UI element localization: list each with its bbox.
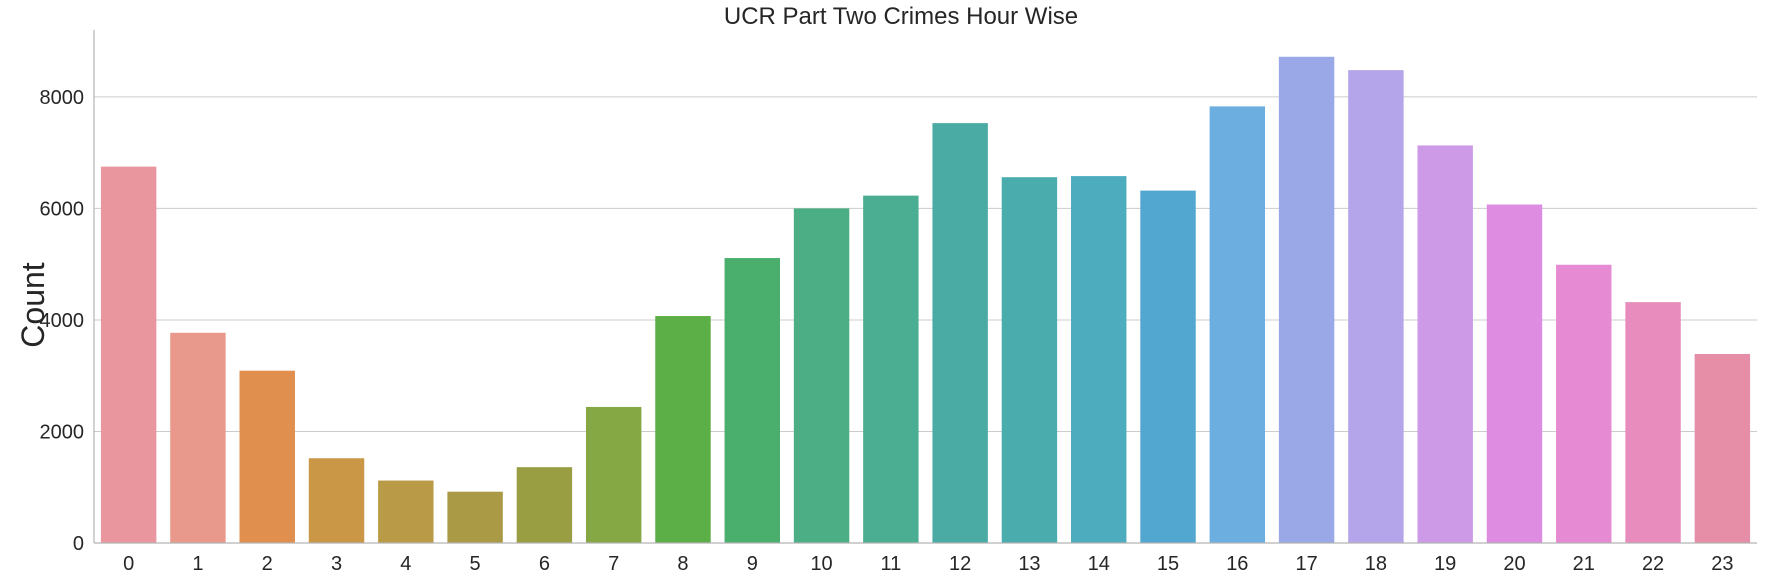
bar-hour-11 [863, 195, 919, 543]
x-tick-label: 23 [1711, 553, 1733, 575]
x-tick-label: 0 [123, 553, 134, 575]
y-tick-label: 0 [73, 533, 84, 555]
bar-hour-14 [1071, 176, 1127, 543]
bar-hour-21 [1556, 264, 1612, 543]
x-tick-label: 13 [1018, 553, 1040, 575]
bar-hour-6 [516, 467, 573, 543]
x-tick-label: 8 [677, 553, 688, 575]
bar-hour-12 [932, 123, 988, 543]
x-tick-label: 19 [1434, 553, 1456, 575]
x-tick-label: 14 [1088, 553, 1110, 575]
bar-hour-0 [100, 166, 157, 543]
x-tick-label: 11 [880, 553, 901, 575]
x-tick-label: 6 [539, 553, 550, 575]
bar-hour-22 [1625, 302, 1681, 543]
y-tick-label: 4000 [40, 310, 85, 332]
y-axis-label: Count [15, 262, 51, 348]
x-tick-label: 12 [949, 553, 971, 575]
bar-hour-4 [378, 480, 434, 543]
bar-hour-20 [1486, 204, 1543, 543]
x-tick-label: 1 [192, 553, 203, 575]
bar-hour-8 [655, 316, 711, 543]
x-tick-label: 20 [1503, 553, 1525, 575]
x-tick-label: 5 [470, 553, 481, 575]
bar-hour-23 [1694, 353, 1751, 543]
x-tick-label: 21 [1573, 553, 1595, 575]
bar-hour-10 [793, 208, 850, 543]
x-tick-label: 9 [747, 553, 758, 575]
x-tick-label: 7 [608, 553, 619, 575]
y-tick-label: 8000 [40, 87, 85, 109]
x-tick-label: 17 [1295, 553, 1317, 575]
x-tick-label: 15 [1157, 553, 1179, 575]
x-tick-label: 10 [810, 553, 832, 575]
y-tick-label: 2000 [40, 421, 85, 443]
bar-hour-16 [1209, 106, 1266, 543]
bar-hour-19 [1417, 145, 1473, 544]
x-tick-label: 3 [331, 553, 342, 575]
bar-hour-9 [724, 258, 780, 543]
bar-hour-1 [170, 332, 226, 543]
x-tick-label: 22 [1642, 553, 1664, 575]
bar-hour-3 [308, 458, 365, 543]
bar-hour-7 [585, 406, 642, 543]
bars [100, 56, 1751, 544]
bar-hour-17 [1278, 56, 1335, 543]
chart-title: UCR Part Two Crimes Hour Wise [724, 3, 1078, 30]
x-tick-label: 18 [1365, 553, 1387, 575]
bar-hour-15 [1140, 190, 1196, 543]
x-tick-label: 2 [262, 553, 273, 575]
y-tick-labels: 0 2000 4000 6000 8000 [40, 87, 85, 555]
x-tick-label: 4 [400, 553, 411, 575]
bar-hour-5 [447, 491, 503, 543]
grid-lines [94, 96, 1757, 432]
x-tick-label: 16 [1226, 553, 1248, 575]
bar-hour-2 [239, 370, 295, 543]
bar-hour-18 [1348, 70, 1404, 543]
x-tick-labels: 0 1 2 3 4 5 6 7 8 9 10 11 12 13 14 15 16 17 18 19 20 21 22 23 [123, 553, 1733, 575]
bar-hour-13 [1001, 177, 1058, 544]
y-tick-label: 6000 [40, 198, 85, 220]
